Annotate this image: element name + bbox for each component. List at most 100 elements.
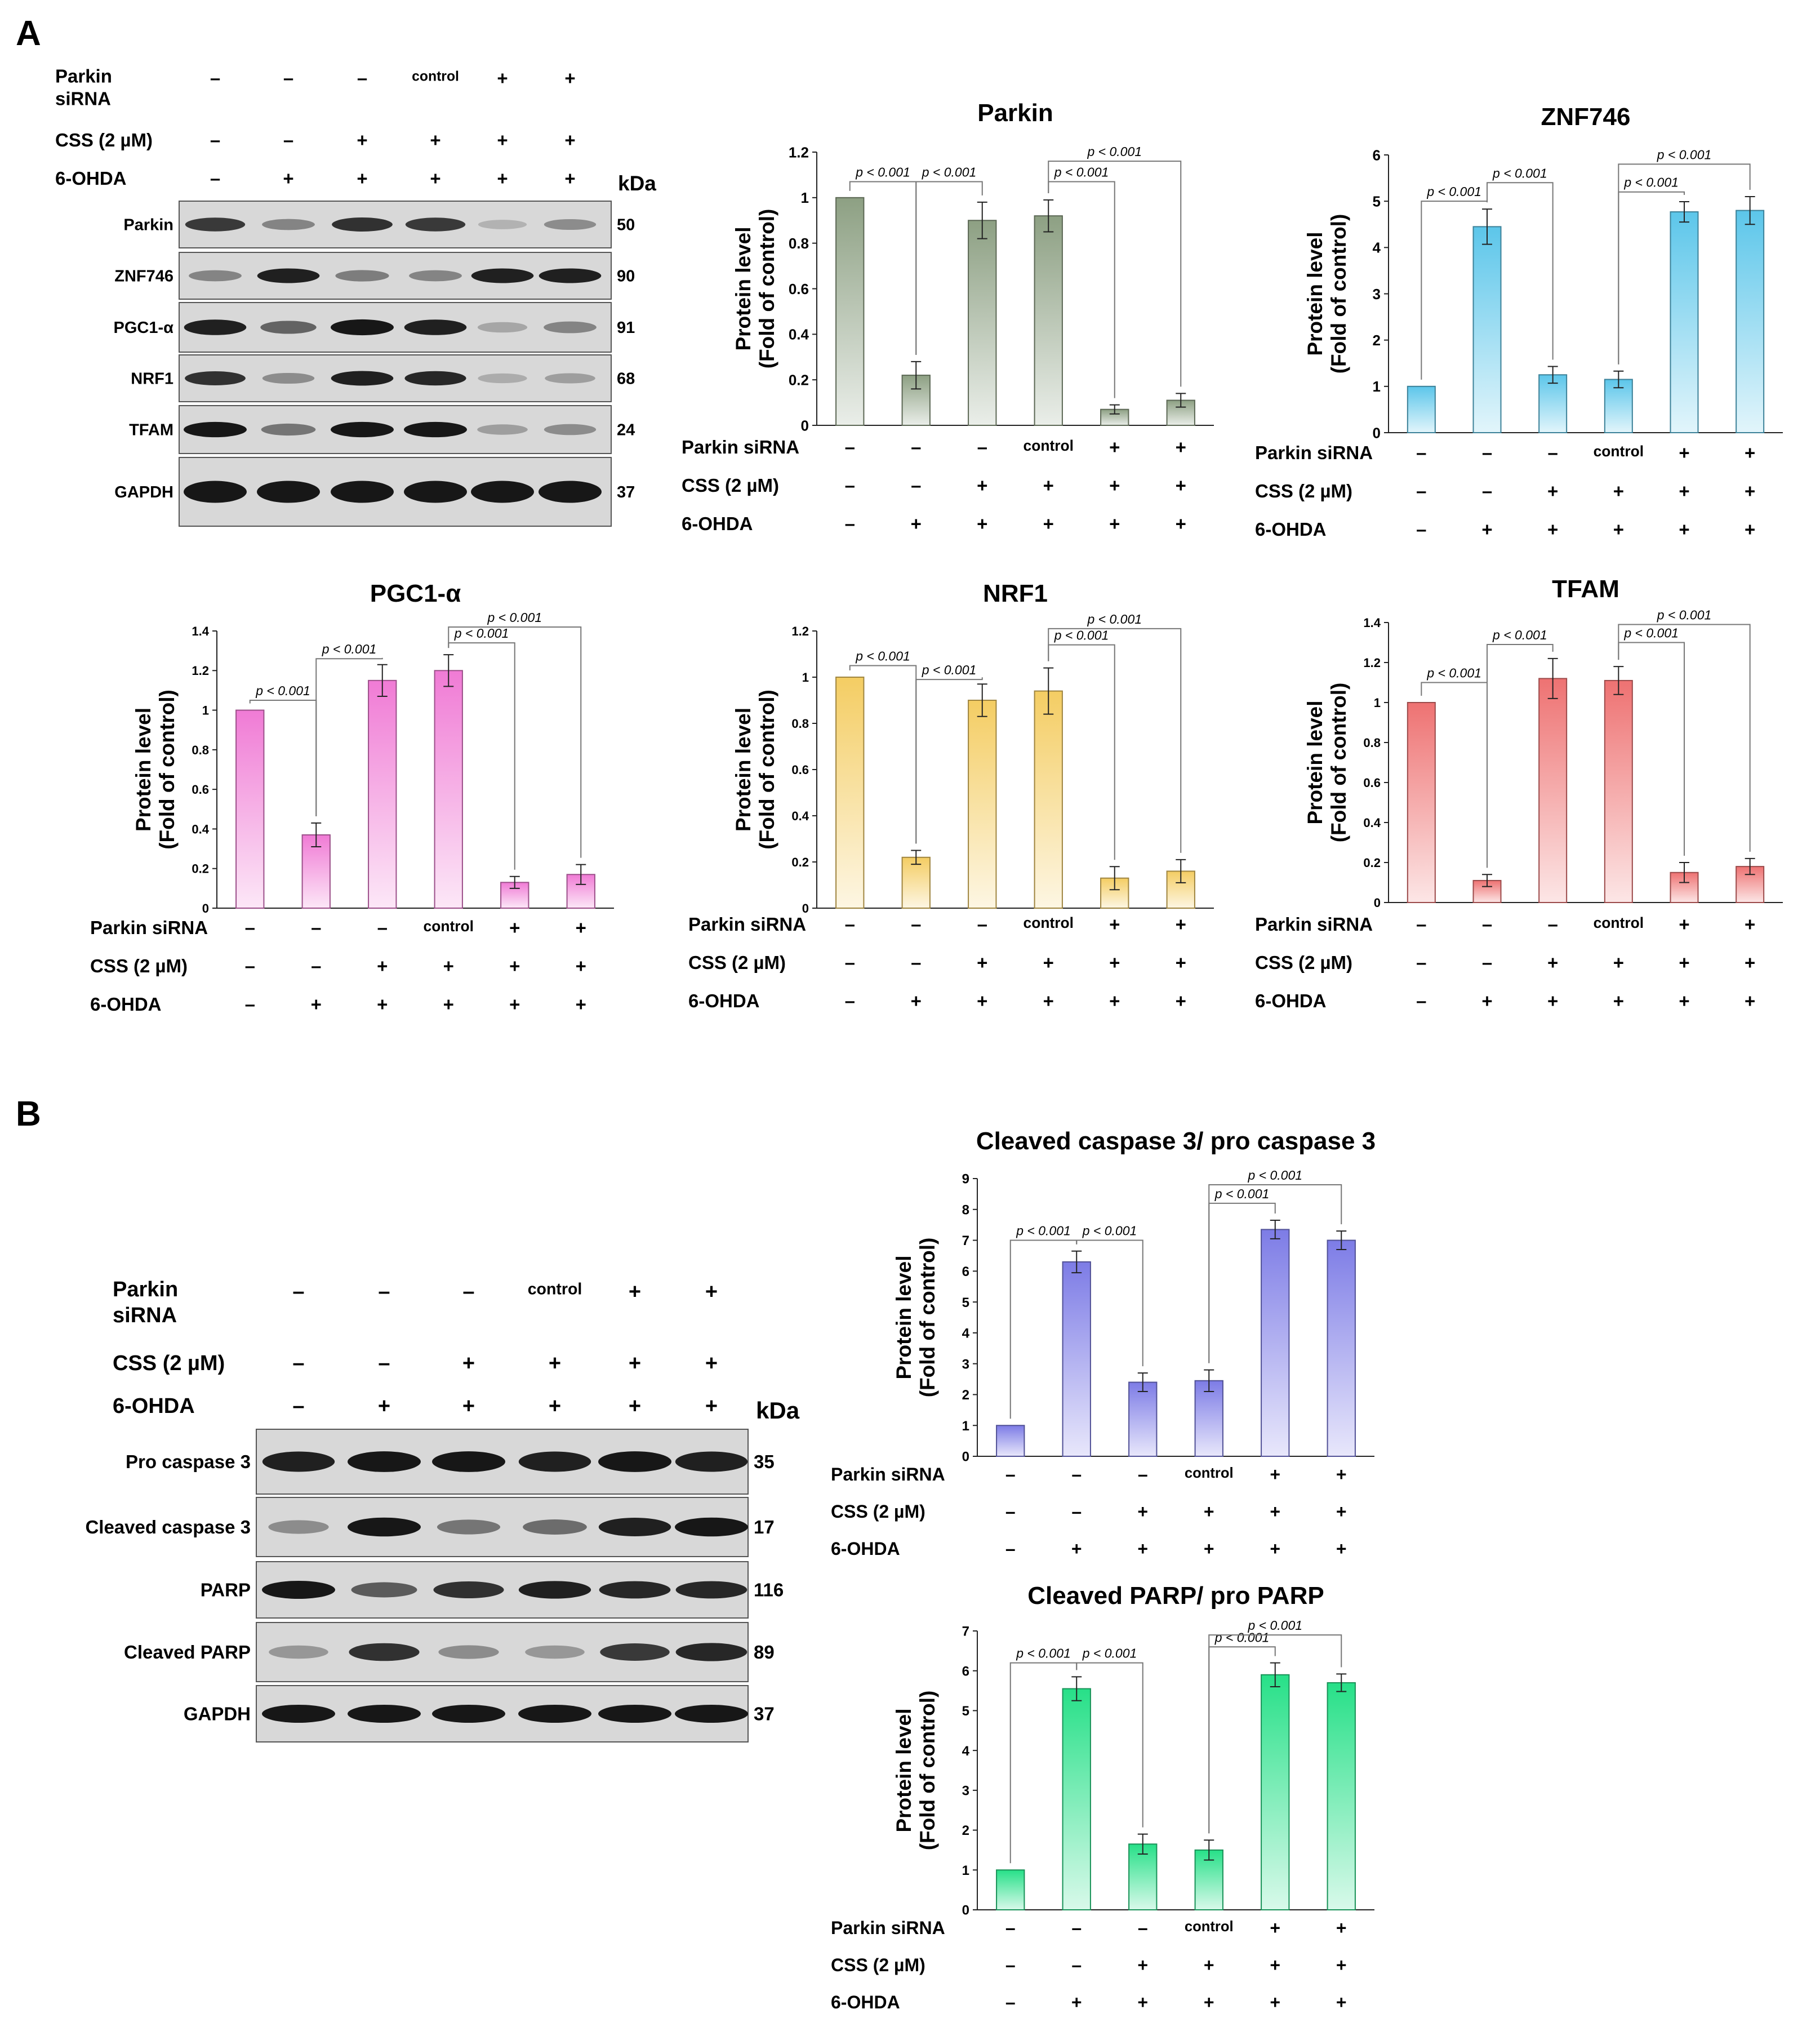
blot-band-label: PGC1-α <box>114 319 174 337</box>
y-tick-label: 5 <box>962 1704 969 1719</box>
condition-symbol: – <box>1416 481 1426 501</box>
error-bar <box>1176 393 1186 408</box>
y-tick-label: 1.2 <box>192 664 209 678</box>
blot-band <box>471 481 534 503</box>
condition-label: Parkin siRNA <box>1255 442 1373 463</box>
bar <box>1194 1380 1223 1457</box>
p-value-label: p < 0.001 <box>1087 612 1142 626</box>
condition-symbol: – <box>1482 442 1492 463</box>
condition-symbol: + <box>1547 481 1558 501</box>
p-value-label: p < 0.001 <box>1247 1618 1302 1633</box>
condition-symbol: – <box>377 917 388 938</box>
blot-band <box>478 373 527 384</box>
condition-symbol: – <box>292 1394 304 1418</box>
western-blot-b: Parkin siRNA – – – control + + CSS (2 µM) – – + + + +6… <box>85 1278 800 1742</box>
condition-symbol: + <box>1137 1955 1148 1975</box>
p-value-label: p < 0.001 <box>1054 628 1109 643</box>
bar <box>996 1425 1025 1457</box>
chart-tfam: TFAM Protein level (Fold of control) 0 0.2 0.… <box>1255 575 1783 1011</box>
condition-label: 6-OHDA <box>688 990 760 1011</box>
control-label: control <box>528 1280 582 1298</box>
condition-symbol: + <box>497 68 508 88</box>
condition-symbol: + <box>1109 437 1120 457</box>
bar <box>1261 1229 1290 1457</box>
chart-znf746: ZNF746 Protein level (Fold of control) 0 1 2 3… <box>1255 103 1783 540</box>
y-tick-label: 0.2 <box>789 372 809 389</box>
condition-symbol: + <box>1109 475 1120 496</box>
condition-label: 6-OHDA <box>90 994 162 1015</box>
condition-symbol: – <box>245 955 255 976</box>
condition-label: CSS (2 µM) <box>831 1501 925 1522</box>
error-bar <box>977 201 987 239</box>
condition-symbol: + <box>549 1394 561 1418</box>
blot-band <box>471 268 534 283</box>
blot-band <box>599 1581 671 1599</box>
blot-band <box>404 371 466 386</box>
condition-symbol: + <box>1137 1539 1148 1559</box>
condition-symbol: + <box>1547 990 1558 1011</box>
condition-label: Parkin siRNA <box>688 914 806 935</box>
p-value-label: p < 0.001 <box>487 610 542 625</box>
bar <box>1736 210 1765 433</box>
blot-band <box>539 268 602 283</box>
y-tick-label: 0 <box>202 901 209 915</box>
y-tick-label: 1.2 <box>1363 656 1381 670</box>
condition-symbol: + <box>1176 475 1186 496</box>
condition-symbol: + <box>1043 952 1054 973</box>
condition-symbol: + <box>1481 519 1492 540</box>
condition-symbol: + <box>576 917 586 938</box>
condition-symbol: – <box>245 917 255 938</box>
blot-band-label: NRF1 <box>131 370 173 388</box>
condition-label: Parkin <box>55 66 112 87</box>
blot-band <box>523 1519 587 1535</box>
condition-symbol: + <box>1336 1539 1347 1559</box>
p-value-label: p < 0.001 <box>1623 175 1679 190</box>
condition-symbol: – <box>283 68 293 88</box>
condition-symbol: – <box>1005 1539 1016 1559</box>
condition-symbol: – <box>357 68 367 88</box>
chart-title: Cleaved PARP/ pro PARP <box>1027 1582 1324 1610</box>
blot-band <box>598 1451 671 1472</box>
p-value-label: p < 0.001 <box>1426 184 1481 199</box>
condition-symbol: + <box>1679 952 1689 973</box>
condition-symbol: – <box>977 437 987 457</box>
y-tick-label: 0 <box>801 417 809 434</box>
error-bar <box>1613 370 1624 389</box>
blot-band <box>478 220 527 229</box>
condition-symbol: – <box>1416 914 1426 935</box>
error-bar <box>1745 857 1755 875</box>
condition-symbol: + <box>1176 914 1186 935</box>
condition-symbol: – <box>1138 1464 1148 1484</box>
p-value-label: p < 0.001 <box>1016 1646 1071 1661</box>
blot-strip <box>179 354 612 402</box>
blot-kda-value: 90 <box>617 268 635 286</box>
y-axis-label: (Fold of control) <box>755 690 778 850</box>
condition-symbol: – <box>311 917 321 938</box>
condition-symbol: + <box>1176 990 1186 1011</box>
y-tick-label: 0.6 <box>192 783 209 797</box>
condition-symbol: + <box>564 168 575 189</box>
condition-symbol: + <box>1745 952 1755 973</box>
p-value-label: p < 0.001 <box>1214 1186 1270 1201</box>
condition-symbol: – <box>1005 1464 1016 1484</box>
condition-symbol: + <box>1176 952 1186 973</box>
error-bar <box>1679 201 1689 223</box>
significance-bracket: p < 0.001 <box>448 610 582 858</box>
error-bar <box>443 654 454 687</box>
significance-bracket: p < 0.001 <box>1618 608 1751 852</box>
control-label: control <box>424 918 474 935</box>
bar <box>1407 385 1436 433</box>
condition-symbol: + <box>977 513 987 534</box>
error-bar <box>1204 1369 1214 1392</box>
condition-symbol: + <box>1109 914 1120 935</box>
blot-band <box>675 1705 748 1723</box>
blot-band <box>185 371 246 385</box>
blot-strip <box>179 252 612 300</box>
y-tick-label: 1 <box>1373 378 1381 395</box>
condition-symbol: – <box>845 990 855 1011</box>
blot-band <box>675 1451 748 1472</box>
significance-bracket: p < 0.001 <box>915 663 983 844</box>
panel-a-label: A <box>16 14 41 53</box>
p-value-label: p < 0.001 <box>322 642 377 656</box>
y-axis-label: (Fold of control) <box>916 1238 939 1398</box>
